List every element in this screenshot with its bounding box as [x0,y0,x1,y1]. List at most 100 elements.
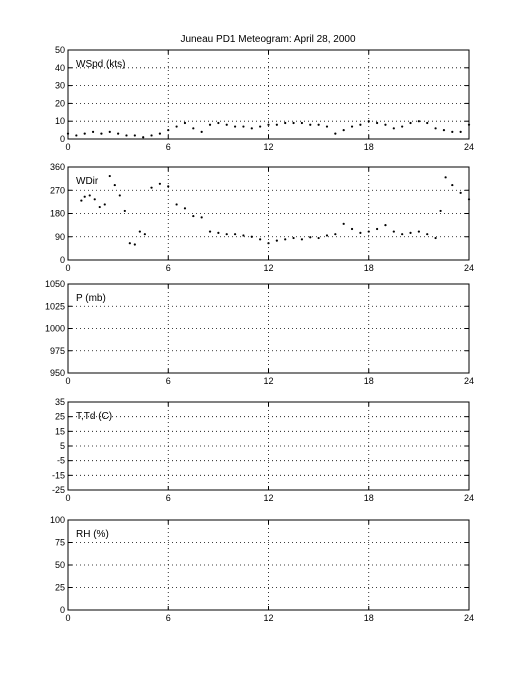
data-point [376,227,379,231]
data-point [103,203,106,206]
x-tick-label: 0 [65,263,70,273]
y-tick-label: 35 [55,397,65,407]
data-point [98,205,101,209]
y-tick-label: 0 [60,255,65,265]
data-point [225,123,228,126]
panel-label: RH (%) [76,529,109,540]
y-tick-label: 50 [55,560,65,570]
y-tick-label: 50 [55,45,65,55]
data-point [175,125,178,128]
data-point [401,125,404,128]
panel-0: 0 6 12 18 24 0 10 20 30 40 50 WSpd (kts) [55,45,474,152]
data-point [342,222,345,225]
y-tick-label: 0 [60,605,65,615]
panel-3: 0 6 12 18 24 -25 -15 -5 5 15 25 35 T,Td (C) [52,397,474,503]
data-point [192,214,195,218]
data-point [367,230,370,233]
y-tick-label: -15 [52,470,65,480]
data-point [334,132,337,135]
data-point [467,123,471,126]
data-point [217,121,220,125]
x-tick-label: 12 [263,142,273,152]
data-point [123,209,126,213]
data-point [66,132,70,135]
data-point [426,233,429,236]
y-tick-label: 5 [60,441,65,451]
y-tick-label: -25 [52,485,65,495]
y-tick-label: 975 [50,346,65,356]
y-tick-label: 100 [50,515,65,525]
data-point [292,121,295,125]
y-tick-label: 180 [50,209,65,219]
panel-2: 0 6 12 18 24 950 975 1000 1025 1050 P (mb) [45,279,474,386]
data-point [208,230,212,233]
data-point [133,134,136,137]
x-tick-label: 18 [364,142,374,152]
data-point [125,134,128,137]
data-point [259,238,262,241]
x-tick-label: 24 [464,613,474,623]
panel-label: WDir [76,176,99,187]
data-point [401,233,404,236]
y-tick-label: 15 [55,426,65,436]
y-tick-label: 25 [55,412,65,422]
data-point [158,132,161,135]
data-point [143,233,146,236]
panel-label: WSpd (kts) [76,59,125,70]
data-point [192,127,195,130]
data-point [267,242,270,245]
data-point [133,243,136,246]
x-tick-label: 24 [464,142,474,152]
data-point [183,121,187,125]
data-point [325,125,329,128]
y-tick-label: 20 [55,98,65,108]
data-point [108,130,111,133]
data-point [426,121,429,125]
data-point [434,127,437,130]
y-tick-label: 1050 [45,279,65,289]
data-point [417,230,420,233]
data-point [208,123,212,126]
y-tick-label: 360 [50,162,65,172]
data-point [284,121,287,125]
y-tick-label: 30 [55,81,65,91]
data-point [233,125,237,128]
y-tick-label: 25 [55,583,65,593]
data-point [300,238,304,241]
data-point [317,123,320,126]
x-tick-label: 12 [263,493,273,503]
data-point [93,198,96,201]
data-point [275,239,278,242]
data-point [250,235,253,238]
data-point [439,209,442,213]
data-point [200,130,203,133]
data-point [158,182,161,185]
data-point [325,234,329,237]
data-point [309,123,312,126]
data-point [442,129,446,132]
data-point [225,233,228,236]
x-tick-label: 12 [263,376,273,386]
data-point [309,236,312,239]
data-point [392,230,395,233]
data-point [342,129,345,132]
data-point [376,121,379,125]
x-tick-label: 6 [166,263,171,273]
figure-title: Juneau PD1 Meteogram: April 28, 2000 [180,34,356,45]
data-point [350,125,354,128]
data-point [242,125,245,128]
data-point [444,176,447,179]
data-point [108,174,111,178]
data-point [150,134,153,137]
data-point [83,132,86,135]
data-point [317,236,320,240]
data-point [300,121,304,125]
data-point [459,130,462,133]
y-tick-label: 75 [55,538,65,548]
x-tick-label: 18 [364,613,374,623]
x-tick-label: 12 [263,263,273,273]
data-point [167,185,170,188]
y-tick-label: 950 [50,368,65,378]
